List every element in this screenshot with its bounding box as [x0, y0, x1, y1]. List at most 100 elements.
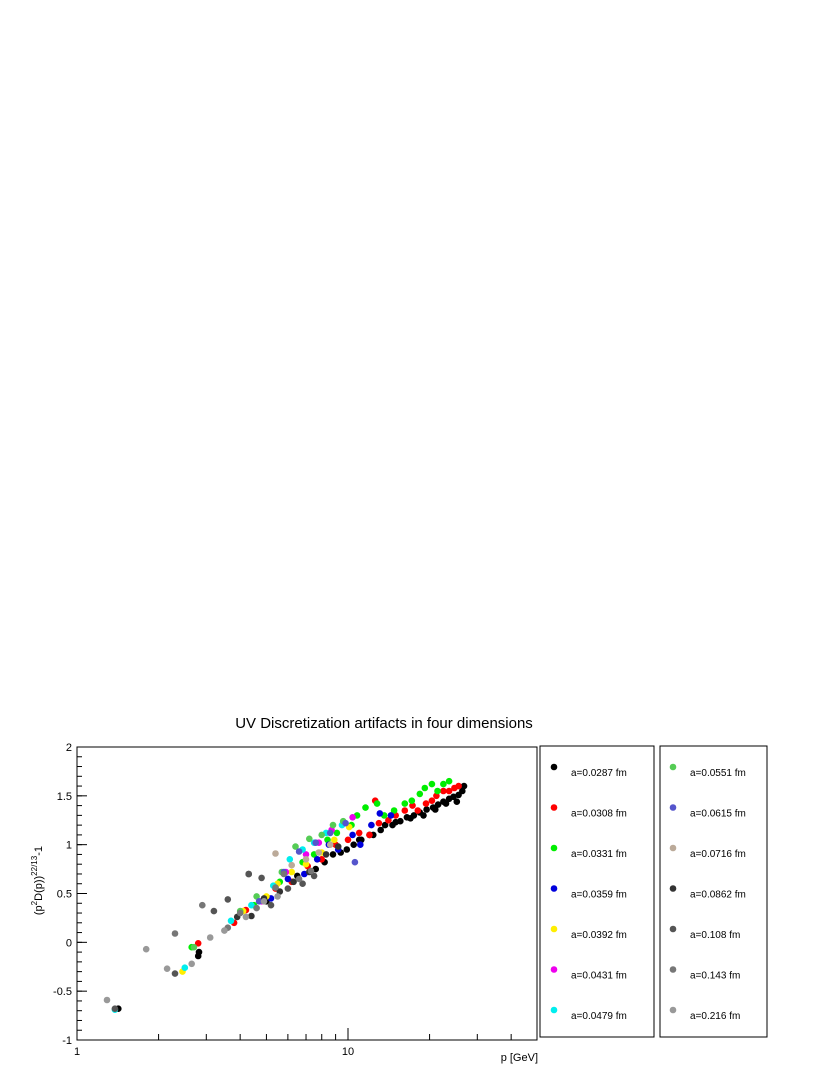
data-point [326, 829, 334, 837]
data-point [188, 960, 195, 968]
data-point [194, 952, 202, 960]
data-point [428, 780, 436, 788]
legend-entry: a=0.0392 fm [571, 930, 627, 941]
data-point [288, 861, 296, 869]
data-point [322, 851, 330, 858]
data-point [181, 964, 189, 971]
data-point [290, 878, 297, 886]
data-point [142, 945, 150, 953]
data-point [440, 780, 447, 788]
data-point [351, 858, 359, 866]
y-tick-label: 0.5 [57, 889, 72, 901]
data-point [221, 927, 228, 934]
data-point [414, 807, 422, 814]
data-point [267, 901, 275, 909]
data-point [460, 782, 468, 790]
legend-box-right [659, 745, 768, 1038]
data-point [295, 875, 303, 883]
legend-entry: a=0.0308 fm [571, 809, 627, 820]
data-point [302, 856, 310, 863]
data-point [455, 782, 462, 790]
legend-entry: a=0.0431 fm [571, 971, 627, 982]
data-point [274, 893, 281, 900]
data-point [453, 798, 461, 805]
data-point [420, 812, 427, 819]
data-point [329, 821, 337, 829]
data-point [313, 856, 321, 863]
data-point [421, 784, 429, 792]
data-point [355, 829, 363, 837]
legend-marker [550, 885, 558, 892]
data-point [163, 965, 171, 972]
data-point [401, 800, 409, 807]
data-point [299, 880, 306, 887]
data-point [440, 787, 447, 795]
data-point [310, 872, 318, 880]
data-point [377, 826, 385, 834]
data-point [368, 821, 375, 829]
data-point [342, 819, 349, 827]
y-tick-label: 1.5 [57, 791, 72, 803]
legend-entry: a=0.0359 fm [571, 890, 627, 901]
data-point [301, 870, 308, 878]
data-point [392, 818, 400, 826]
legend-marker [669, 925, 677, 933]
data-point [255, 898, 263, 905]
legend-marker [669, 1006, 677, 1014]
legend-entry: a=0.108 fm [690, 930, 740, 941]
data-point [248, 912, 255, 920]
legend-entry: a=0.0331 fm [571, 849, 627, 860]
legend-entry: a=0.0716 fm [690, 849, 746, 860]
data-point [284, 885, 292, 892]
legend-entry: a=0.0551 fm [690, 768, 746, 779]
data-point [258, 874, 265, 882]
data-point [315, 849, 323, 856]
data-point [206, 934, 214, 941]
data-point [302, 851, 310, 858]
x-axis: 1 10 [74, 1028, 512, 1058]
y-label-open: (p [33, 905, 45, 915]
data-point [432, 806, 439, 813]
legend-box-left [539, 745, 655, 1038]
data-point [349, 831, 356, 839]
x-axis-label: p [GeV] [501, 1052, 538, 1064]
data-point [227, 917, 235, 925]
data-point [445, 777, 453, 785]
data-point [171, 930, 179, 937]
data-point [284, 875, 292, 883]
data-point [326, 841, 334, 848]
legend-marker [550, 763, 558, 771]
y-label-mid: D(p)) [33, 876, 45, 901]
data-point [260, 898, 268, 905]
data-point [373, 800, 381, 807]
legend-entry: a=0.0615 fm [690, 809, 746, 820]
data-point [445, 787, 453, 795]
data-point [280, 870, 288, 878]
data-point [407, 815, 414, 822]
data-point [387, 812, 395, 819]
y-tick-label: -1 [62, 1035, 72, 1047]
data-point [224, 896, 232, 903]
legend-entry: a=0.0287 fm [571, 768, 627, 779]
data-point [416, 790, 424, 798]
data-point [103, 996, 111, 1004]
data-point [423, 806, 430, 813]
legend-entry: a=0.143 fm [690, 971, 740, 982]
data-point [390, 807, 398, 814]
data-point [242, 913, 250, 921]
data-point [385, 817, 392, 824]
legend-marker [550, 925, 558, 933]
y-axis: -1 -0.5 0 0.5 1 1.5 2 [53, 742, 87, 1047]
data-point [428, 797, 436, 804]
data-point [375, 819, 383, 827]
chart-title: UV Discretization artifacts in four dime… [235, 715, 533, 732]
data-point [190, 943, 198, 951]
y-tick-label: 2 [66, 742, 72, 754]
data-point [236, 909, 244, 917]
data-point [286, 856, 294, 863]
data-point [381, 821, 389, 829]
data-point [434, 801, 442, 808]
data-point [292, 843, 299, 850]
data-point [329, 851, 337, 858]
